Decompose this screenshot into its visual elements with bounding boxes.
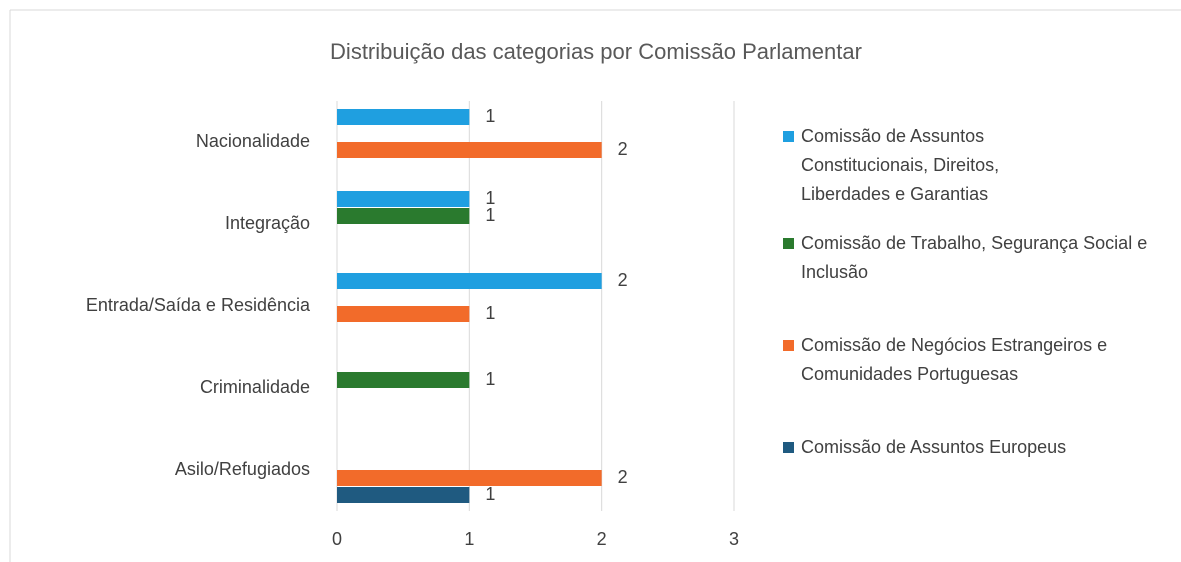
bar — [337, 273, 602, 289]
data-label: 1 — [485, 484, 495, 504]
bar — [337, 109, 470, 125]
data-label: 1 — [485, 106, 495, 126]
data-label: 1 — [485, 303, 495, 323]
legend-label: Comissão de Assuntos Europeus — [801, 437, 1067, 457]
data-label: 2 — [618, 467, 628, 487]
data-label: 2 — [618, 139, 628, 159]
bar — [337, 208, 470, 224]
data-label: 1 — [485, 205, 495, 225]
x-tick-label: 2 — [597, 529, 607, 549]
data-label: 1 — [485, 188, 495, 208]
data-label: 1 — [485, 369, 495, 389]
legend-swatch — [783, 442, 794, 453]
y-tick-label: Entrada/Saída e Residência — [86, 295, 311, 315]
bar — [337, 306, 470, 322]
x-tick-label: 3 — [729, 529, 739, 549]
y-tick-label: Criminalidade — [200, 377, 310, 397]
legend-swatch — [783, 131, 794, 142]
bar — [337, 372, 470, 388]
legend-swatch — [783, 238, 794, 249]
data-label: 2 — [618, 270, 628, 290]
chart-title: Distribuição das categorias por Comissão… — [330, 39, 862, 64]
legend-item: Comissão de Assuntos Constitucionais, Di… — [783, 122, 1163, 209]
legend-label: Comissão de Assuntos Constitucionais, Di… — [801, 126, 1000, 204]
y-tick-label: Integração — [225, 213, 310, 233]
legend-item: Comissão de Negócios Estrangeiros e Comu… — [783, 331, 1163, 389]
bar — [337, 470, 602, 486]
legend-label: Comissão de Trabalho, Segurança Social e… — [801, 233, 1148, 282]
legend-swatch — [783, 340, 794, 351]
bar — [337, 487, 470, 503]
legend-item: Comissão de Assuntos Europeus — [783, 433, 1163, 462]
y-tick-label: Nacionalidade — [196, 131, 310, 151]
x-tick-label: 0 — [332, 529, 342, 549]
bar — [337, 191, 470, 207]
bar — [337, 142, 602, 158]
y-tick-label: Asilo/Refugiados — [175, 459, 310, 479]
legend-item: Comissão de Trabalho, Segurança Social e… — [783, 229, 1163, 287]
legend-label: Comissão de Negócios Estrangeiros e Comu… — [801, 335, 1108, 384]
x-tick-label: 1 — [464, 529, 474, 549]
